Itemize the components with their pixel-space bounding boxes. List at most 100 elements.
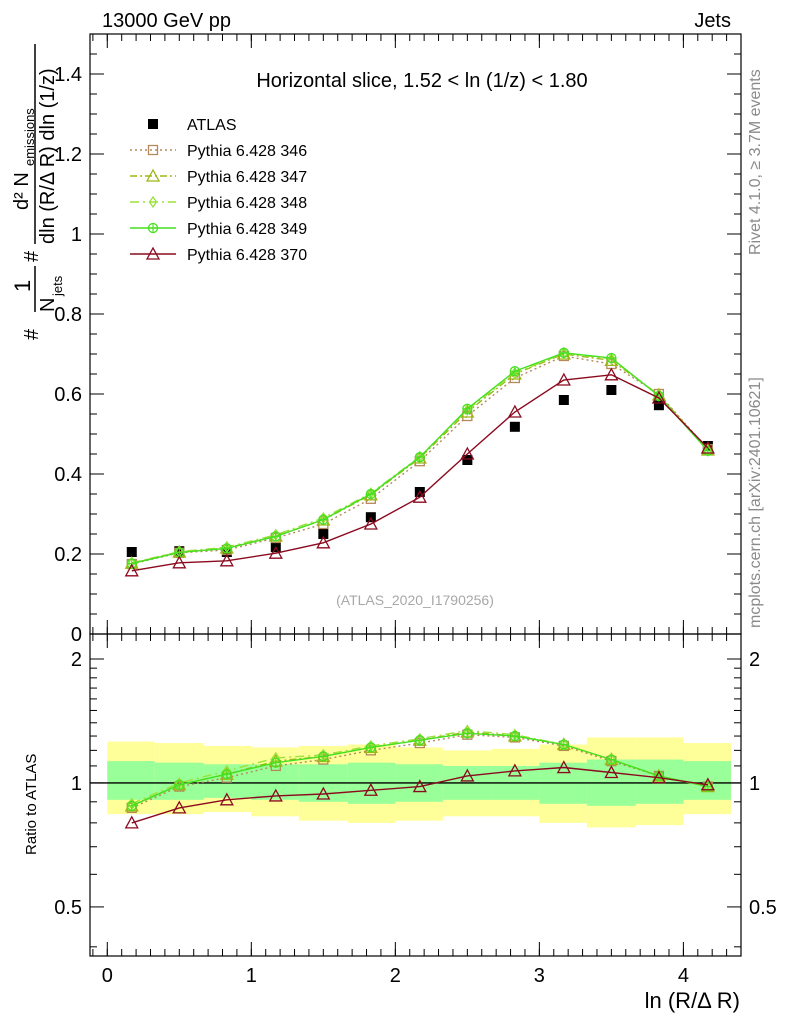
- legend-label-pythia-6-428-349: Pythia 6.428 349: [187, 221, 307, 238]
- x-tick-label: 2: [390, 965, 401, 987]
- point-pythia-6-428-370: [124, 563, 139, 577]
- legend: ATLAS Pythia 6.428 346 Pythia 6.428 347 Pyt…: [130, 117, 307, 264]
- legend-label-pythia-6-428-346: Pythia 6.428 346: [187, 143, 307, 160]
- legend-entry-pythia-6-428-370: Pythia 6.428 370: [130, 246, 307, 264]
- ratio-point-pythia-6-428-370: [363, 782, 378, 796]
- ratio-point-pythia-6-428-349: [126, 800, 137, 811]
- ratio-y-label: Ratio to ATLAS: [23, 754, 40, 855]
- legend-marker-pythia-6-428-348: [148, 195, 158, 209]
- ylabel-emissions-sub: emissions: [22, 108, 37, 166]
- ratio-point-pythia-6-428-349: [509, 730, 521, 742]
- band-stat: [251, 764, 299, 800]
- legend-marker-pythia-6-428-346: [147, 144, 159, 156]
- series-line-pythia-6-428-370: [131, 374, 709, 572]
- ratio-point-pythia-6-428-370: [460, 768, 475, 782]
- ratio-point-pythia-6-428-370: [700, 777, 715, 791]
- ratio-panel: 0.5 0.5 1 1 2 2 0 1 2 3 4 Ratio to ATLAS ln (R/Δ R…: [23, 633, 777, 1013]
- legend-marker-pythia-6-428-349: [147, 222, 159, 234]
- point-pythia-6-428-370: [604, 367, 619, 381]
- point-pythia-6-428-370: [172, 555, 187, 569]
- legend-label-atlas: ATLAS: [187, 117, 237, 134]
- ratio-point-pythia-6-428-370: [556, 760, 571, 774]
- point-pythia-6-428-370: [556, 372, 571, 386]
- y-tick-label: 0.2: [54, 544, 82, 566]
- ylabel-hash2: #: [21, 250, 43, 262]
- y-tick-label: 1.4: [54, 64, 82, 86]
- point-atlas: [509, 421, 520, 432]
- main-title: Horizontal slice, 1.52 < ln (1/z) < 1.80: [256, 70, 587, 92]
- point-pythia-6-428-370: [316, 535, 331, 549]
- legend-entry-pythia-6-428-348: Pythia 6.428 348: [130, 195, 307, 212]
- point-pythia-6-428-349: [414, 452, 425, 463]
- rivet-label: Rivet 4.1.0, ≥ 3.7M events: [747, 69, 764, 255]
- ratio-point-pythia-6-428-370: [651, 770, 666, 784]
- ratio-point-pythia-6-428-349: [414, 735, 425, 746]
- ratio-point-pythia-6-428-349: [606, 754, 617, 765]
- point-pythia-6-428-349: [509, 366, 521, 377]
- point-pythia-6-428-370: [651, 390, 666, 404]
- legend-entry-pythia-6-428-346: Pythia 6.428 346: [130, 143, 307, 160]
- ratio-series-pythia-6-428-349: [126, 728, 714, 811]
- point-pythia-6-428-370: [219, 553, 234, 567]
- ratio-point-pythia-6-428-349: [174, 779, 185, 790]
- x-axis-label: ln (R/Δ R): [645, 988, 740, 1013]
- y-tick-label: 1: [71, 224, 82, 246]
- point-atlas: [653, 400, 664, 411]
- ratio-point-pythia-6-428-349: [318, 751, 329, 762]
- ylabel-den: dln (R/Δ R) dln (1/z): [37, 68, 59, 244]
- header-left: 13000 GeV pp: [102, 10, 231, 32]
- x-tick-label: 1: [246, 965, 257, 987]
- point-pythia-6-428-370: [268, 545, 283, 559]
- ratio-point-pythia-6-428-349: [558, 739, 569, 750]
- legend-entry-pythia-6-428-349: Pythia 6.428 349: [130, 221, 307, 238]
- point-pythia-6-428-349: [462, 403, 473, 414]
- point-pythia-6-428-349: [365, 488, 377, 500]
- y-tick-label: 0.6: [54, 384, 82, 406]
- ratio-line-pythia-6-428-370: [131, 766, 709, 824]
- ylabel-one: 1: [10, 280, 35, 292]
- main-y-label: # 1 N jets # d² N emissions dln (R/Δ R) …: [10, 44, 65, 340]
- ylabel-hash1: #: [21, 328, 43, 340]
- band-stat: [107, 761, 155, 800]
- point-atlas: [462, 455, 473, 465]
- legend-label-pythia-6-428-348: Pythia 6.428 348: [187, 195, 307, 212]
- ratio-y-tick-label: 1: [71, 773, 82, 795]
- ratio-point-pythia-6-428-349: [270, 757, 281, 768]
- series-pythia-6-428-370: [124, 367, 715, 577]
- main-panel: 0 0.2 0.4 0.6 0.8 1 1.2 1.4 Horizontal slice, 1…: [10, 33, 742, 646]
- point-atlas: [126, 547, 137, 557]
- ratio-y-tick-label: 2: [71, 649, 82, 671]
- y-tick-label: 0.8: [54, 304, 82, 326]
- header-right: Jets: [694, 10, 731, 32]
- ratio-point-pythia-6-428-349: [221, 769, 232, 780]
- point-pythia-6-428-349: [558, 347, 569, 358]
- mcplots-label: mcplots.cern.ch [arXiv:2401.10621]: [747, 377, 764, 628]
- ratio-point-pythia-6-428-370: [507, 763, 522, 777]
- legend-marker-atlas: [148, 119, 158, 129]
- point-pythia-6-428-349: [270, 531, 281, 542]
- ylabel-d2n: d² N: [11, 172, 33, 210]
- watermark: (ATLAS_2020_I1790256): [336, 592, 494, 608]
- y-tick-label: 0.4: [54, 464, 82, 486]
- ratio-point-pythia-6-428-370: [604, 765, 619, 779]
- ylabel-njets: N: [37, 298, 59, 312]
- x-tick-label: 3: [534, 965, 545, 987]
- legend-marker-pythia-6-428-347: [145, 168, 161, 182]
- point-pythia-6-428-370: [460, 446, 475, 460]
- point-pythia-6-428-370: [412, 489, 427, 503]
- series-pythia-6-428-349: [126, 347, 714, 569]
- point-pythia-6-428-370: [363, 516, 378, 530]
- legend-entry-pythia-6-428-347: Pythia 6.428 347: [130, 168, 307, 186]
- legend-entry-atlas: ATLAS: [148, 117, 237, 134]
- ratio-point-pythia-6-428-370: [124, 815, 139, 829]
- legend-label-pythia-6-428-370: Pythia 6.428 370: [187, 247, 307, 264]
- point-atlas: [558, 395, 569, 405]
- point-pythia-6-428-370: [507, 404, 522, 418]
- point-pythia-6-428-370: [700, 440, 715, 454]
- ratio-point-pythia-6-428-370: [172, 800, 187, 814]
- point-pythia-6-428-348: [559, 347, 569, 360]
- ratio-series-pythia-6-428-370: [124, 760, 715, 829]
- x-tick-label: 4: [678, 965, 689, 987]
- x-tick-label: 0: [102, 965, 113, 987]
